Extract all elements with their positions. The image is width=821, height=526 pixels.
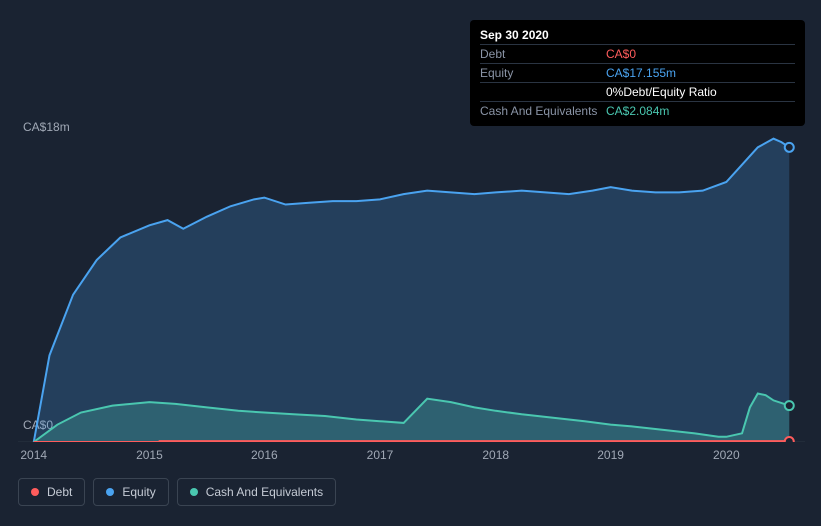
chart-legend: Debt Equity Cash And Equivalents [18, 478, 336, 506]
tooltip-ratio-spacer [480, 85, 606, 99]
legend-item-equity[interactable]: Equity [93, 478, 168, 506]
tooltip-cash-label: Cash And Equivalents [480, 104, 606, 118]
tooltip-equity-row: Equity CA$17.155m [480, 64, 795, 83]
x-tick-label: 2018 [482, 448, 509, 462]
x-tick-label: 2016 [251, 448, 278, 462]
x-tick-label: 2019 [597, 448, 624, 462]
tooltip-ratio-row: 0%Debt/Equity Ratio [480, 83, 795, 102]
legend-dot-debt [31, 488, 39, 496]
tooltip-ratio-pct: 0% [606, 85, 623, 99]
legend-item-debt[interactable]: Debt [18, 478, 85, 506]
tooltip-date: Sep 30 2020 [480, 28, 606, 42]
chart-svg [18, 130, 805, 442]
x-tick-label: 2015 [136, 448, 163, 462]
legend-label-debt: Debt [47, 485, 72, 499]
tooltip-equity-value: CA$17.155m [606, 66, 795, 80]
chart-tooltip: Sep 30 2020 Debt CA$0 Equity CA$17.155m … [470, 20, 805, 126]
tooltip-ratio-label: Debt/Equity Ratio [623, 85, 716, 99]
tooltip-debt-label: Debt [480, 47, 606, 61]
tooltip-equity-label: Equity [480, 66, 606, 80]
tooltip-date-row: Sep 30 2020 [480, 26, 795, 45]
tooltip-ratio-value: 0%Debt/Equity Ratio [606, 85, 795, 99]
legend-label-equity: Equity [122, 485, 155, 499]
tooltip-debt-value: CA$0 [606, 47, 795, 61]
x-tick-label: 2020 [713, 448, 740, 462]
legend-dot-equity [106, 488, 114, 496]
legend-dot-cash [190, 488, 198, 496]
x-tick-label: 2017 [367, 448, 394, 462]
chart-plot-area[interactable] [18, 130, 805, 442]
tooltip-cash-value: CA$2.084m [606, 104, 795, 118]
tooltip-debt-row: Debt CA$0 [480, 45, 795, 64]
legend-label-cash: Cash And Equivalents [206, 485, 323, 499]
x-tick-label: 2014 [20, 448, 47, 462]
legend-item-cash[interactable]: Cash And Equivalents [177, 478, 336, 506]
tooltip-cash-row: Cash And Equivalents CA$2.084m [480, 102, 795, 120]
